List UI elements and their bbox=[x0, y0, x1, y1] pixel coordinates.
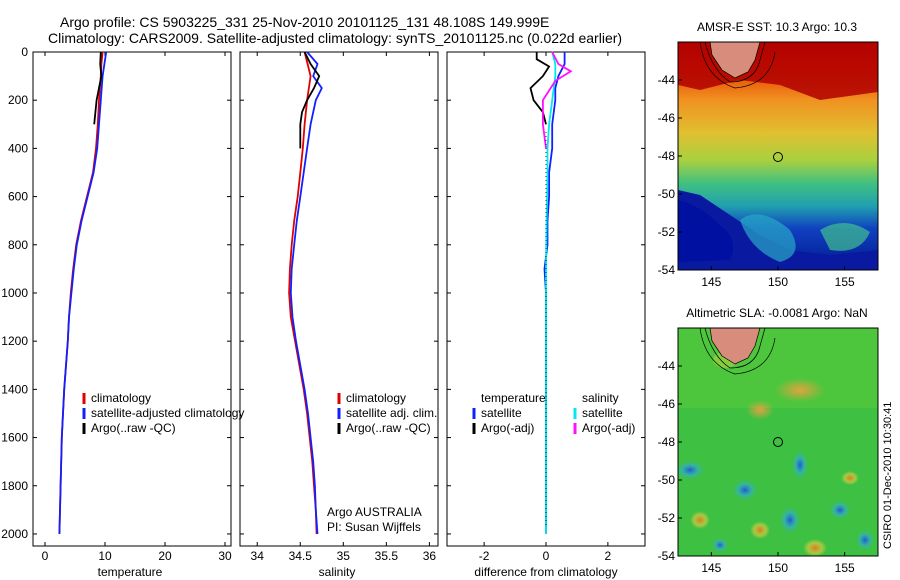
header-line-2: Climatology: CARS2009. Satellite-adjuste… bbox=[48, 30, 622, 46]
temperature-series-line bbox=[58, 51, 108, 535]
temperature-legend-item: climatology bbox=[91, 391, 151, 405]
depth-tick-label: 200 bbox=[8, 93, 28, 107]
salinity-series-line bbox=[299, 51, 321, 149]
depth-tick-label: 2000 bbox=[1, 527, 28, 541]
sst-lon-label: 155 bbox=[835, 275, 855, 289]
temperature-legend-item: Argo(..raw -QC) bbox=[91, 421, 176, 435]
salinity-xlabel: salinity bbox=[319, 565, 356, 579]
difference-legend-title: temperature bbox=[481, 391, 546, 405]
sla-map: Altimetric SLA: -0.0081 Argo: NaN bbox=[677, 306, 879, 557]
salinity-legend-item: Argo(..raw -QC) bbox=[346, 421, 431, 435]
sst-lat-label: -48 bbox=[658, 149, 676, 163]
sst-lat-label: -44 bbox=[658, 73, 676, 87]
temperature-legend-item: satellite-adjusted climatology bbox=[91, 406, 244, 420]
sst-lon-label: 145 bbox=[701, 275, 721, 289]
sla-lon-label: 150 bbox=[768, 561, 788, 575]
sst-lat-label: -52 bbox=[658, 225, 676, 239]
side-timestamp: CSIRO 01-Dec-2010 10:30:41 bbox=[882, 402, 894, 549]
temperature-xtick-label: 0 bbox=[42, 549, 49, 563]
temperature-xtick-label: 10 bbox=[98, 549, 112, 563]
salinity-xtick-label: 36 bbox=[423, 549, 437, 563]
attribution-line-1: Argo AUSTRALIA bbox=[327, 505, 422, 519]
sst-map-title: AMSR-E SST: 10.3 Argo: 10.3 bbox=[697, 20, 857, 34]
sla-float-marker bbox=[773, 437, 783, 447]
depth-tick-label: 600 bbox=[8, 190, 28, 204]
temperature-xlabel: temperature bbox=[98, 565, 163, 579]
sst-lat-label: -46 bbox=[658, 111, 676, 125]
temperature-xtick-label: 30 bbox=[218, 549, 232, 563]
depth-tick-label: 1400 bbox=[1, 382, 28, 396]
sla-lat-label: -52 bbox=[658, 511, 676, 525]
salinity-legend-item: satellite adj. clim. bbox=[346, 406, 437, 420]
sla-lat-label: -54 bbox=[658, 549, 676, 563]
difference-xtick-label: 2 bbox=[605, 549, 612, 563]
depth-tick-label: 1000 bbox=[1, 286, 28, 300]
sla-lat-label: -50 bbox=[658, 473, 676, 487]
difference-series-line bbox=[542, 51, 573, 149]
temperature-xtick-label: 20 bbox=[158, 549, 172, 563]
salinity-panel: salinity Argo AUSTRALIA PI: Susan Wijffe… bbox=[239, 51, 439, 579]
sla-lon-label: 145 bbox=[701, 561, 721, 575]
salinity-xtick-label: 35 bbox=[337, 549, 351, 563]
sla-map-title: Altimetric SLA: -0.0081 Argo: NaN bbox=[686, 306, 867, 320]
difference-xtick-label: 0 bbox=[543, 549, 550, 563]
difference-series-line bbox=[545, 51, 557, 534]
sla-lat-label: -48 bbox=[658, 435, 676, 449]
sla-lon-label: 155 bbox=[835, 561, 855, 575]
salinity-xtick-label: 34.5 bbox=[289, 549, 313, 563]
difference-legend-title: salinity bbox=[582, 391, 619, 405]
difference-legend-item: Argo(-adj) bbox=[481, 421, 534, 435]
depth-tick-label: 0 bbox=[21, 45, 28, 59]
sla-lat-label: -44 bbox=[658, 359, 676, 373]
header-line-1: Argo profile: CS 5903225_331 25-Nov-2010… bbox=[60, 14, 549, 30]
depth-tick-label: 1800 bbox=[1, 479, 28, 493]
sst-lon-label: 150 bbox=[768, 275, 788, 289]
sst-lat-label: -54 bbox=[658, 263, 676, 277]
difference-legend-item: satellite bbox=[481, 406, 522, 420]
sst-lat-label: -50 bbox=[658, 187, 676, 201]
attribution-line-2: PI: Susan Wijffels bbox=[327, 520, 421, 534]
temperature-panel: temperature bbox=[32, 51, 232, 579]
depth-tick-label: 800 bbox=[8, 238, 28, 252]
difference-legend-item: satellite bbox=[582, 406, 623, 420]
sst-map: AMSR-E SST: 10.3 Argo: 10.3 bbox=[677, 20, 879, 271]
depth-tick-label: 400 bbox=[8, 141, 28, 155]
difference-series-line bbox=[529, 52, 551, 125]
difference-xtick-label: -2 bbox=[479, 549, 490, 563]
depth-tick-label: 1600 bbox=[1, 431, 28, 445]
salinity-xtick-label: 34 bbox=[251, 549, 265, 563]
sst-float-marker bbox=[773, 152, 783, 162]
salinity-legend-item: climatology bbox=[346, 391, 406, 405]
difference-legend-item: Argo(-adj) bbox=[582, 421, 635, 435]
sla-lat-label: -46 bbox=[658, 397, 676, 411]
difference-xlabel: difference from climatology bbox=[474, 565, 617, 579]
salinity-xtick-label: 35.5 bbox=[375, 549, 399, 563]
salinity-series-line bbox=[289, 51, 323, 535]
temperature-series-line bbox=[93, 51, 103, 125]
depth-tick-label: 1200 bbox=[1, 334, 28, 348]
